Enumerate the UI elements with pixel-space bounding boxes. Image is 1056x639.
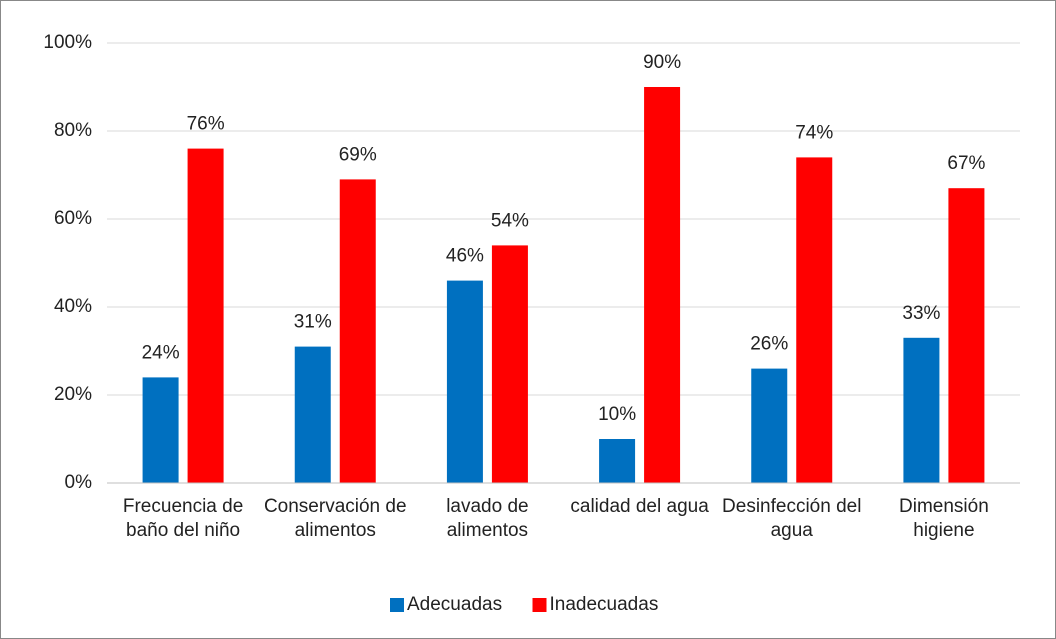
data-label: 90% bbox=[643, 52, 681, 73]
y-tick-label: 0% bbox=[65, 472, 93, 493]
y-tick-label: 80% bbox=[54, 120, 92, 141]
legend-swatch bbox=[390, 598, 404, 612]
x-tick-label: lavado de alimentos bbox=[446, 496, 529, 541]
data-label: 54% bbox=[491, 210, 529, 231]
data-label: 46% bbox=[446, 246, 484, 267]
bar bbox=[903, 337, 940, 483]
y-tick-label: 40% bbox=[54, 296, 92, 317]
x-tick-label: Dimensión higiene bbox=[899, 496, 989, 541]
bar bbox=[142, 377, 179, 483]
bar bbox=[644, 87, 681, 483]
legend-label: Inadecuadas bbox=[550, 594, 659, 615]
x-tick-label: Desinfección del agua bbox=[722, 496, 862, 541]
bar bbox=[796, 157, 833, 483]
data-label: 67% bbox=[947, 153, 985, 174]
bar bbox=[187, 148, 224, 483]
data-label: 76% bbox=[187, 114, 225, 135]
data-label: 33% bbox=[902, 303, 940, 324]
x-tick-label: calidad del agua bbox=[570, 496, 709, 517]
data-label: 24% bbox=[142, 342, 180, 363]
bar bbox=[491, 245, 528, 483]
bar bbox=[948, 188, 985, 483]
data-label: 10% bbox=[598, 404, 636, 425]
bar bbox=[294, 346, 331, 483]
data-label: 69% bbox=[339, 144, 377, 165]
y-tick-label: 100% bbox=[43, 32, 92, 53]
data-label: 74% bbox=[795, 122, 833, 143]
legend-label: Adecuadas bbox=[407, 594, 502, 615]
bar bbox=[751, 368, 788, 483]
bar bbox=[446, 280, 483, 483]
data-label: 26% bbox=[750, 334, 788, 355]
bar bbox=[599, 439, 636, 483]
x-tick-label: Frecuencia de baño del niño bbox=[122, 496, 244, 541]
legend-swatch bbox=[532, 598, 547, 612]
bar bbox=[339, 179, 376, 483]
data-label: 31% bbox=[294, 312, 332, 333]
x-tick-label: Conservación de alimentos bbox=[263, 496, 407, 541]
y-tick-label: 20% bbox=[54, 384, 92, 405]
y-tick-label: 60% bbox=[54, 208, 92, 229]
